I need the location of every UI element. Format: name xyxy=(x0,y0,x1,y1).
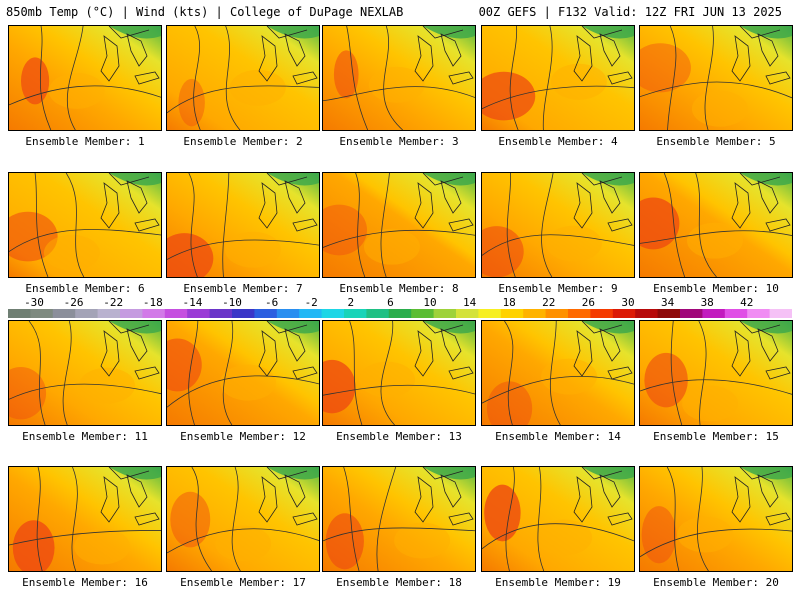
colorbar-swatch xyxy=(321,309,345,318)
ensemble-member-label: Ensemble Member: 2 xyxy=(183,135,303,148)
colorbar-swatch xyxy=(747,309,771,318)
colorbar-swatch xyxy=(164,309,188,318)
colorbar-tick-label: 14 xyxy=(462,296,477,309)
colorbar-tick-label: 30 xyxy=(621,296,635,309)
colorbar-tick-label: -6 xyxy=(264,296,279,309)
colorbar-swatch xyxy=(702,309,726,318)
colorbar-swatch xyxy=(209,309,233,318)
ensemble-member-map xyxy=(8,25,162,131)
ensemble-member-map xyxy=(166,466,320,572)
ensemble-member-label: Ensemble Member: 10 xyxy=(653,282,779,295)
colorbar-tick-label: -18 xyxy=(142,296,163,309)
ensemble-member-map xyxy=(481,466,635,572)
ensemble-member-map xyxy=(639,320,793,426)
colorbar-swatch xyxy=(388,309,412,318)
ensemble-member-map xyxy=(639,172,793,278)
colorbar-tick-label: 42 xyxy=(740,296,754,309)
colorbar-swatch xyxy=(724,309,748,318)
ensemble-member-label: Ensemble Member: 20 xyxy=(653,576,779,589)
ensemble-member-map xyxy=(166,320,320,426)
colorbar-tick-label: 18 xyxy=(502,296,516,309)
colorbar-tick-label: -2 xyxy=(304,296,318,309)
colorbar-swatch xyxy=(120,309,143,318)
ensemble-member-map xyxy=(639,25,793,131)
ensemble-member-label: Ensemble Member: 16 xyxy=(22,576,148,589)
ensemble-member-label: Ensemble Member: 8 xyxy=(339,282,459,295)
ensemble-member-map xyxy=(481,172,635,278)
colorbar-swatch xyxy=(635,309,659,318)
ensemble-member-map xyxy=(322,466,476,572)
ensemble-member-map xyxy=(322,320,476,426)
colorbar-tick-label: -26 xyxy=(63,296,84,309)
colorbar-swatch xyxy=(254,309,278,318)
ensemble-member-label: Ensemble Member: 6 xyxy=(25,282,145,295)
ensemble-member-label: Ensemble Member: 15 xyxy=(653,430,779,443)
ensemble-member-label: Ensemble Member: 13 xyxy=(336,430,462,443)
ensemble-member-map xyxy=(8,466,162,572)
ensemble-member-map xyxy=(481,25,635,131)
ensemble-member-label: Ensemble Member: 11 xyxy=(22,430,148,443)
ensemble-member-label: Ensemble Member: 3 xyxy=(339,135,459,148)
colorbar-swatch xyxy=(680,309,703,318)
colorbar-tick-label: 38 xyxy=(700,296,714,309)
colorbar-tick-label: 22 xyxy=(542,296,556,309)
colorbar-swatch xyxy=(52,309,76,318)
colorbar-swatch xyxy=(612,309,636,318)
ensemble-member-label: Ensemble Member: 19 xyxy=(495,576,621,589)
ensemble-member-map xyxy=(166,25,320,131)
ensemble-member-map xyxy=(322,172,476,278)
ensemble-member-label: Ensemble Member: 9 xyxy=(498,282,618,295)
colorbar-swatch xyxy=(8,309,31,318)
ensemble-member-map xyxy=(322,25,476,131)
ensemble-member-map xyxy=(639,466,793,572)
ensemble-member-map xyxy=(166,172,320,278)
colorbar-labels: -30 -26 -22 -18 -14 -10 -6 -2 2 6 10 14 18 22 26 30 34 38… xyxy=(0,296,800,309)
colorbar-swatch xyxy=(500,309,524,318)
ensemble-member-label: Ensemble Member: 7 xyxy=(183,282,303,295)
colorbar-swatch xyxy=(568,309,591,318)
colorbar-swatch xyxy=(299,309,323,318)
ensemble-member-label: Ensemble Member: 12 xyxy=(180,430,306,443)
colorbar-swatch xyxy=(30,309,54,318)
colorbar-swatch xyxy=(523,309,547,318)
colorbar-swatch xyxy=(142,309,166,318)
ensemble-member-label: Ensemble Member: 18 xyxy=(336,576,462,589)
ensemble-member-map xyxy=(8,172,162,278)
colorbar-swatch xyxy=(232,309,255,318)
ensemble-member-label: Ensemble Member: 14 xyxy=(495,430,621,443)
colorbar-swatch xyxy=(433,309,457,318)
ensemble-member-map xyxy=(481,320,635,426)
colorbar-tick-label: 10 xyxy=(423,296,437,309)
ensemble-member-map xyxy=(8,320,162,426)
ensemble-member-label: Ensemble Member: 17 xyxy=(180,576,306,589)
colorbar-swatch xyxy=(97,309,121,318)
colorbar-swatch xyxy=(545,309,569,318)
ensemble-member-label: Ensemble Member: 4 xyxy=(498,135,618,148)
ensemble-member-label: Ensemble Member: 1 xyxy=(25,135,145,148)
colorbar-swatch xyxy=(75,309,99,318)
run-info: 00Z GEFS | F132 Valid: 12Z FRI JUN 13 20… xyxy=(478,5,782,19)
colorbar-tick-label: -14 xyxy=(182,296,203,309)
colorbar-swatch xyxy=(657,309,681,318)
colorbar-tick-label: 34 xyxy=(660,296,675,309)
colorbar-swatch xyxy=(366,309,390,318)
ensemble-member-label: Ensemble Member: 5 xyxy=(656,135,776,148)
colorbar-tick-label: 6 xyxy=(387,296,394,309)
colorbar-tick-label: -22 xyxy=(103,296,124,309)
temperature-colorbar xyxy=(8,309,792,318)
colorbar-tick-label: 2 xyxy=(347,296,355,309)
colorbar-tick-label: 26 xyxy=(581,296,596,309)
colorbar-tick-label: -30 xyxy=(24,296,44,309)
colorbar-swatch xyxy=(276,309,300,318)
colorbar-swatch xyxy=(478,309,502,318)
colorbar-swatch xyxy=(456,309,479,318)
chart-title: 850mb Temp (°C) | Wind (kts) | College o… xyxy=(6,5,404,19)
colorbar-swatch xyxy=(590,309,614,318)
colorbar-swatch xyxy=(187,309,211,318)
colorbar-tick-label: -10 xyxy=(222,296,242,309)
colorbar-swatch xyxy=(411,309,435,318)
colorbar-swatch xyxy=(769,309,792,318)
colorbar-swatch xyxy=(344,309,367,318)
